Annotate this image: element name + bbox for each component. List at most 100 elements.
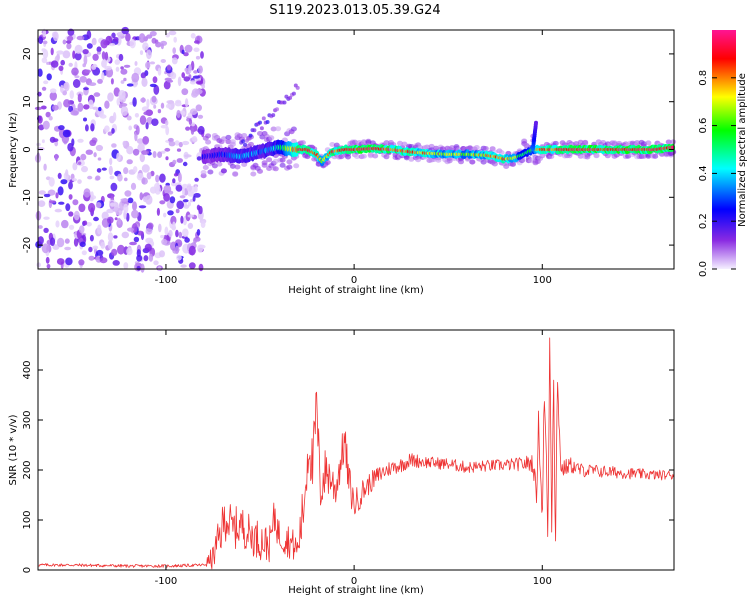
noise-speckle <box>184 154 192 158</box>
noise-speckle <box>109 157 113 166</box>
noise-speckle <box>41 48 46 52</box>
noise-speckle <box>140 72 147 79</box>
noise-speckle <box>77 138 84 143</box>
noise-speckle <box>174 140 180 146</box>
ridge-halo <box>428 143 435 149</box>
noise-speckle <box>163 192 171 202</box>
ridge-halo <box>604 153 611 159</box>
ridge-halo <box>286 164 293 170</box>
noise-speckle <box>68 105 74 113</box>
noise-speckle <box>117 244 125 255</box>
ridge-halo <box>229 141 236 147</box>
noise-speckle <box>43 193 51 198</box>
noise-speckle <box>172 221 176 230</box>
ridge-halo <box>509 162 516 167</box>
ridge-halo <box>670 139 677 145</box>
noise-speckle <box>175 184 183 192</box>
ridge-halo <box>290 126 297 132</box>
noise-speckle <box>133 81 138 86</box>
noise-speckle <box>143 255 149 262</box>
noise-speckle <box>129 39 136 49</box>
noise-speckle <box>52 104 59 111</box>
noise-speckle <box>117 217 122 225</box>
noise-speckle <box>165 33 170 38</box>
noise-speckle <box>120 103 128 107</box>
noise-speckle <box>165 156 169 161</box>
ridge-halo <box>480 159 487 165</box>
noise-speckle <box>104 125 110 133</box>
noise-speckle <box>60 59 65 66</box>
noise-speckle <box>90 123 95 132</box>
ridge-halo <box>205 133 212 139</box>
arc-speckle <box>252 128 257 133</box>
noise-speckle <box>62 39 67 45</box>
noise-speckle <box>64 238 70 244</box>
noise-speckle <box>76 35 85 41</box>
colorbar-label: Normalized spectral amplitude <box>737 73 748 227</box>
ridge-halo <box>616 140 623 146</box>
noise-speckle <box>159 173 166 183</box>
noise-speckle <box>120 80 125 84</box>
noise-speckle <box>113 235 118 239</box>
noise-speckle <box>101 167 107 171</box>
noise-speckle <box>176 200 184 210</box>
noise-speckle <box>145 61 151 69</box>
noise-speckle <box>130 182 137 190</box>
noise-speckle <box>134 113 139 118</box>
noise-speckle <box>100 39 108 49</box>
noise-speckle <box>78 203 86 213</box>
ridge-halo <box>625 153 632 159</box>
noise-speckle <box>173 36 177 43</box>
noise-speckle <box>100 241 106 249</box>
noise-speckle <box>189 199 194 203</box>
noise-speckle <box>181 88 189 96</box>
snr-frame <box>37 329 675 571</box>
noise-speckle <box>56 50 64 55</box>
noise-speckle <box>163 185 172 194</box>
noise-speckle <box>172 159 177 165</box>
noise-speckle <box>123 203 129 214</box>
ridge-halo <box>268 135 275 141</box>
ridge-halo <box>401 141 408 147</box>
noise-speckle <box>73 210 80 221</box>
noise-speckle <box>155 174 160 183</box>
noise-speckle <box>47 189 56 196</box>
noise-speckle <box>156 207 160 216</box>
noise-speckle <box>126 212 130 222</box>
noise-speckle <box>190 33 196 39</box>
noise-speckle <box>57 186 64 196</box>
arc-speckle <box>282 100 287 105</box>
arc-speckle <box>288 95 293 100</box>
ridge-halo <box>257 168 263 174</box>
ridge-halo <box>229 163 236 169</box>
arc-speckle <box>295 85 300 90</box>
ridge-halo <box>220 136 227 142</box>
noise-speckle <box>69 90 75 100</box>
noise-speckle <box>151 118 159 126</box>
noise-speckle <box>128 125 132 131</box>
noise-speckle <box>58 65 64 72</box>
noise-speckle <box>107 208 112 213</box>
noise-speckle <box>157 151 163 158</box>
noise-speckle <box>123 64 131 68</box>
noise-speckle <box>36 262 41 268</box>
noise-speckle <box>184 44 193 53</box>
arc-speckle <box>275 107 279 112</box>
noise-speckle <box>155 41 162 48</box>
ridge-halo <box>473 145 480 150</box>
x-tick-label: 0 <box>351 275 357 286</box>
y-tick-label: 20 <box>22 48 33 61</box>
noise-speckle <box>132 223 138 233</box>
ridge-halo <box>446 158 453 164</box>
noise-speckle <box>159 250 165 258</box>
noise-speckle <box>165 126 170 136</box>
noise-speckle <box>124 190 132 197</box>
noise-speckle <box>88 82 97 86</box>
noise-speckle <box>48 177 55 187</box>
noise-speckle <box>194 185 198 193</box>
ridge-halo <box>279 162 286 168</box>
noise-speckle <box>56 258 65 265</box>
noise-speckle <box>180 264 187 268</box>
